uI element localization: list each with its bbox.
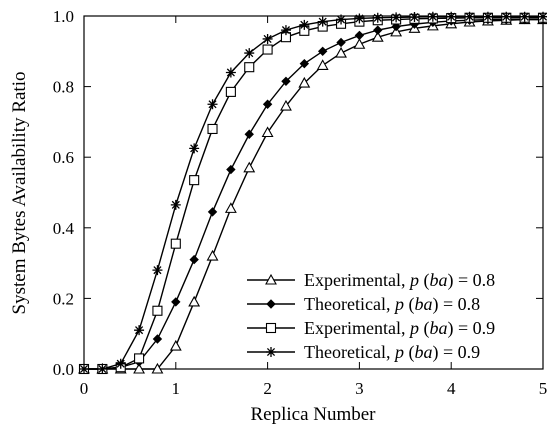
legend-label: Experimental, p (ba) = 0.9: [304, 318, 495, 339]
series-star: [79, 11, 547, 374]
data-point-diamond: [281, 76, 291, 87]
data-point-square: [189, 175, 200, 186]
ticks: 0 1 2 3 4 5 0.0 0.2 0.4 0.6 0.8 1.0: [53, 7, 547, 398]
plot-area-frame: [83, 15, 544, 370]
data-point-triangle: [188, 295, 201, 307]
data-point-star: [538, 11, 547, 22]
data-point-square: [170, 238, 181, 249]
data-point-star: [244, 48, 255, 59]
data-point-triangle: [390, 25, 403, 37]
y-tick-label: 0.8: [53, 78, 74, 97]
data-point-triangle: [224, 202, 237, 213]
legend-label: Theoretical, p (ba) = 0.9: [304, 342, 480, 363]
data-point-star: [299, 19, 310, 30]
data-point-star: [134, 325, 145, 336]
data-point-star: [391, 12, 402, 23]
legend-label: Experimental, p (ba) = 0.8: [304, 270, 495, 291]
data-point-triangle: [280, 99, 292, 111]
data-point-square: [262, 44, 273, 55]
data-point-star: [317, 16, 328, 27]
data-point-diamond: [171, 297, 181, 307]
data-point-triangle: [316, 59, 329, 70]
data-point-star: [519, 11, 530, 22]
x-tick-label: 5: [539, 379, 547, 398]
data-point-triangle: [206, 249, 219, 261]
legend: Experimental, p (ba) = 0.8 Theoretical, p…: [247, 270, 495, 363]
data-point-triangle: [265, 273, 277, 285]
data-point-star: [262, 33, 273, 44]
data-point-triangle: [353, 38, 366, 49]
x-tick-label: 4: [447, 379, 456, 398]
data-point-star: [79, 364, 89, 374]
data-point-star: [336, 14, 347, 25]
data-point-diamond: [189, 254, 199, 265]
data-point-square: [265, 322, 277, 334]
legend-entry: Theoretical, p (ba) = 0.8: [247, 294, 480, 315]
data-point-diamond: [207, 207, 218, 217]
y-tick-label: 0.4: [53, 219, 75, 238]
x-tick-label: 3: [355, 379, 364, 398]
data-point-square: [134, 353, 145, 364]
data-point-diamond: [226, 164, 236, 175]
data-point-square: [152, 305, 163, 316]
series: [78, 11, 547, 375]
data-point-diamond: [391, 21, 401, 32]
data-point-diamond: [152, 334, 163, 344]
data-point-diamond: [262, 99, 273, 109]
x-tick-label: 2: [263, 379, 272, 398]
data-point-star: [225, 67, 236, 78]
data-point-diamond: [244, 129, 254, 139]
x-tick-label: 1: [172, 379, 181, 398]
data-point-square: [244, 62, 255, 73]
y-tick-label: 0.6: [53, 148, 74, 167]
series-line: [84, 16, 543, 370]
y-axis-title: System Bytes Availability Ratio: [9, 72, 30, 315]
data-point-triangle: [133, 362, 146, 374]
data-point-triangle: [335, 46, 347, 58]
data-point-star: [372, 12, 383, 23]
y-tick-label: 0.0: [53, 360, 74, 379]
data-point-square: [207, 123, 218, 135]
data-point-star: [207, 99, 218, 110]
data-point-star: [170, 199, 181, 210]
y-tick-label: 1.0: [53, 7, 74, 26]
data-point-star: [409, 12, 420, 23]
data-point-star: [97, 364, 108, 374]
data-point-star: [266, 347, 276, 357]
data-point-diamond: [373, 25, 383, 35]
data-point-diamond: [317, 46, 328, 57]
data-point-square: [225, 86, 236, 97]
data-point-star: [464, 11, 475, 22]
x-axis-title: Replica Number: [250, 404, 376, 425]
series-line: [84, 18, 543, 370]
y-tick-label: 0.2: [53, 289, 74, 308]
data-point-triangle: [151, 362, 164, 374]
data-point-star: [189, 143, 200, 154]
legend-entry: Theoretical, p (ba) = 0.9: [247, 342, 480, 363]
data-point-diamond: [266, 299, 276, 309]
series-line: [84, 17, 543, 370]
data-point-star: [354, 13, 365, 24]
data-point-diamond: [299, 58, 310, 69]
series-line: [84, 18, 543, 370]
data-point-star: [482, 11, 493, 22]
data-point-star: [446, 11, 457, 22]
data-point-star: [280, 25, 291, 36]
x-tick-label: 0: [80, 379, 89, 398]
data-point-star: [152, 265, 163, 276]
data-point-triangle: [298, 76, 311, 88]
data-point-diamond: [336, 37, 346, 48]
legend-label: Theoretical, p (ba) = 0.8: [304, 294, 480, 315]
legend-entry: Experimental, p (ba) = 0.8: [247, 270, 495, 291]
data-point-triangle: [243, 161, 256, 173]
data-point-triangle: [169, 339, 182, 351]
data-point-triangle: [261, 126, 274, 138]
data-point-triangle: [371, 31, 384, 42]
data-point-star: [427, 11, 438, 22]
legend-entry: Experimental, p (ba) = 0.9: [247, 318, 495, 339]
data-point-star: [115, 358, 126, 369]
data-point-diamond: [354, 30, 365, 41]
data-point-star: [501, 11, 512, 22]
